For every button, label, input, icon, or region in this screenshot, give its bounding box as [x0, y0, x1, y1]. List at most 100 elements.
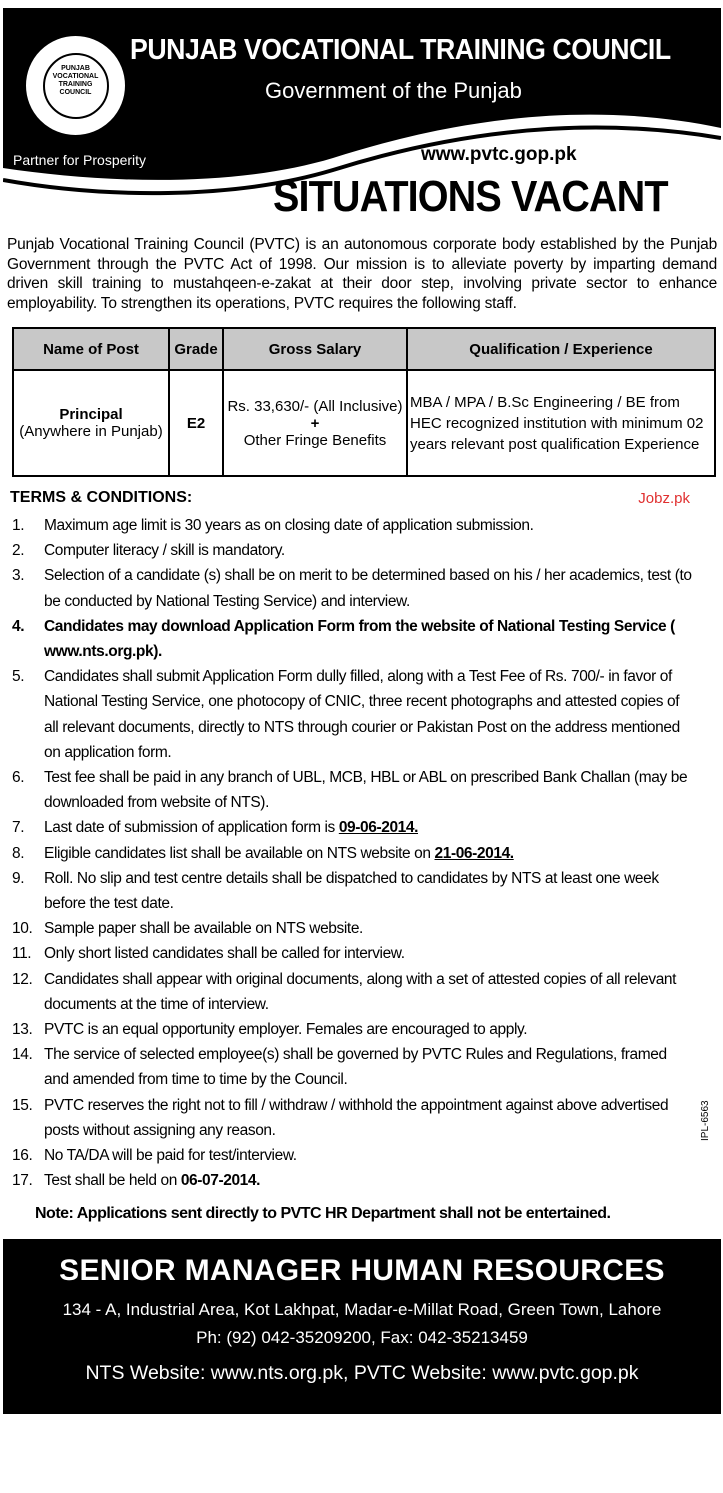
term-number: 12.: [12, 970, 33, 988]
term-item: 11. Only short listed candidates shall be…: [12, 941, 692, 966]
website-link[interactable]: www.pvtc.gop.pk: [421, 144, 577, 165]
term-body: PVTC reserves the right not to fill / wi…: [44, 1096, 669, 1139]
logo-seal: PUNJAB VOCATIONAL TRAINING COUNCIL: [42, 52, 109, 119]
term-body: No TA/DA will be paid for test/interview…: [44, 1147, 297, 1165]
term-text: PVTC reserves the right not to fill / wi…: [44, 1093, 692, 1143]
term-number: 13.: [12, 1021, 33, 1039]
term-body: Computer literacy / skill is mandatory.: [44, 542, 285, 560]
term-text: Candidates shall appear with original do…: [44, 967, 692, 1017]
footer-websites: NTS Website: www.nts.org.pk, PVTC Websit…: [85, 1362, 639, 1385]
salary-cell: Rs. 33,630/- (All Inclusive) + Other Fring…: [222, 369, 408, 477]
term-body: Selection of a candidate (s) shall be on…: [44, 567, 692, 610]
term-text: Computer literacy / skill is mandatory.: [44, 538, 285, 563]
term-text: Test shall be held on 06-07-2014.: [44, 1168, 260, 1193]
qualification-cell: MBA / MPA / B.Sc Engineering / BE from H…: [406, 369, 716, 477]
posts-table: Name of Post Grade Gross Salary Qualific…: [12, 327, 716, 477]
terms-heading: TERMS & CONDITIONS:: [10, 489, 193, 506]
term-body: The service of selected employee(s) shal…: [44, 1046, 667, 1089]
term-text: Only short listed candidates shall be ca…: [44, 941, 405, 966]
term-item: 13. PVTC is an equal opportunity employer…: [12, 1017, 692, 1042]
term-item: 9. Roll. No slip and test centre details …: [12, 866, 692, 916]
intro-paragraph: Punjab Vocational Training Council (PVTC…: [7, 236, 717, 312]
term-number: 11.: [12, 945, 32, 963]
term-body: Candidates shall submit Application Form…: [44, 668, 680, 761]
terms-list: 1. Maximum age limit is 30 years as on cl…: [12, 513, 692, 1193]
term-item: 15. PVTC reserves the right not to fill /…: [12, 1093, 692, 1143]
term-number: 16.: [12, 1147, 33, 1165]
post-location: (Anywhere in Punjab): [19, 423, 163, 440]
benefits: Other Fringe Benefits: [243, 431, 387, 449]
term-body: Test shall be held on: [44, 1172, 181, 1190]
term-number: 14.: [12, 1046, 33, 1064]
term-item: 14. The service of selected employee(s) s…: [12, 1042, 692, 1092]
table-header-row: Name of Post Grade Gross Salary Qualific…: [12, 327, 716, 371]
organization-name: PUNJAB VOCATIONAL TRAINING COUNCIL: [130, 34, 671, 66]
salary: Rs. 33,630/- (All Inclusive): [227, 397, 403, 415]
term-date: 21-06-2014.: [434, 844, 515, 862]
ad-title: SITUATIONS VACANT: [273, 172, 669, 221]
term-text: Maximum age limit is 30 years as on clos…: [44, 513, 534, 538]
term-item: 16. No TA/DA will be paid for test/interv…: [12, 1143, 692, 1168]
term-text: Last date of submission of application f…: [44, 815, 418, 840]
header-banner: PUNJAB VOCATIONAL TRAINING COUNCIL PUNJAB V…: [3, 8, 721, 230]
term-item: 5. Candidates shall submit Application Fo…: [12, 664, 692, 765]
banner-shape: [3, 8, 721, 196]
term-body: Roll. No slip and test centre details sh…: [44, 869, 659, 913]
term-text: Candidates shall submit Application Form…: [44, 664, 692, 765]
footer-title: SENIOR MANAGER HUMAN RESOURCES: [59, 1254, 665, 1288]
term-item: 6. Test fee shall be paid in any branch o…: [12, 765, 692, 815]
term-body: Sample paper shall be available on NTS w…: [44, 920, 363, 938]
term-text: No TA/DA will be paid for test/interview…: [44, 1143, 297, 1168]
term-text: PVTC is an equal opportunity employer. F…: [44, 1017, 528, 1042]
term-item: 8. Eligible candidates list shall be avai…: [12, 841, 692, 866]
term-number: 4.: [12, 617, 25, 635]
term-number: 5.: [12, 668, 25, 686]
term-item: 7. Last date of submission of application…: [12, 815, 692, 840]
term-date: 06-07-2014.: [180, 1172, 261, 1190]
term-body: Eligible candidates list shall be availa…: [44, 844, 435, 862]
term-number: 2.: [12, 542, 25, 560]
term-number: 8.: [12, 844, 25, 862]
watermark: Jobz.pk: [638, 489, 690, 507]
term-text: The service of selected employee(s) shal…: [44, 1042, 692, 1092]
term-number: 10.: [12, 920, 33, 938]
term-text: Roll. No slip and test centre details sh…: [44, 866, 692, 916]
term-item: 17. Test shall be held on 06-07-2014.: [12, 1168, 692, 1193]
term-text: Sample paper shall be available on NTS w…: [44, 916, 363, 941]
note: Note: Applications sent directly to PVTC…: [35, 1205, 611, 1223]
tagline: Partner for Prosperity: [13, 152, 147, 168]
term-item: 12. Candidates shall appear with original…: [12, 967, 692, 1017]
term-number: 1.: [12, 517, 25, 534]
term-text: Eligible candidates list shall be availa…: [44, 841, 514, 866]
pvtc-logo: PUNJAB VOCATIONAL TRAINING COUNCIL: [23, 33, 128, 138]
footer-address: 134 - A, Industrial Area, Kot Lakhpat, M…: [62, 1300, 662, 1320]
term-body: PVTC is an equal opportunity employer. F…: [44, 1021, 528, 1039]
table-row: Principal (Anywhere in Punjab) E2 Rs. 33,…: [12, 369, 716, 477]
main-content: Punjab Vocational Training Council (PVTC…: [0, 230, 723, 1415]
term-item: 10. Sample paper shall be available on NT…: [12, 916, 692, 941]
post-name: Principal: [59, 406, 123, 423]
term-number: 3.: [12, 567, 25, 585]
plus: +: [310, 414, 320, 432]
terms-heading-row: TERMS & CONDITIONS: Jobz.pk: [10, 489, 690, 507]
term-body: Test fee shall be paid in any branch of …: [44, 769, 688, 812]
term-number: 6.: [12, 769, 25, 787]
col-header: Gross Salary: [222, 327, 408, 371]
term-body: Last date of submission of application f…: [44, 819, 339, 837]
term-item: 3. Selection of a candidate (s) shall be …: [12, 563, 692, 613]
post-cell: Principal (Anywhere in Punjab): [12, 369, 170, 477]
grade-cell: E2: [168, 369, 224, 477]
term-number: 7.: [12, 819, 25, 837]
term-text: Test fee shall be paid in any branch of …: [44, 765, 692, 815]
term-text: Selection of a candidate (s) shall be on…: [44, 563, 692, 613]
col-header: Name of Post: [12, 327, 170, 371]
col-header: Qualification / Experience: [406, 327, 716, 371]
grade: E2: [186, 414, 206, 432]
government-name: Government of the Punjab: [265, 78, 522, 103]
term-number: 15.: [12, 1096, 33, 1114]
footer-phone: Ph: (92) 042-35209200, Fax: 042-35213459: [196, 1328, 528, 1348]
term-body: Maximum age limit is 30 years as on clos…: [44, 517, 534, 534]
term-body: Only short listed candidates shall be ca…: [44, 945, 405, 963]
term-item: 1. Maximum age limit is 30 years as on cl…: [12, 513, 692, 538]
footer: SENIOR MANAGER HUMAN RESOURCES 134 - A, …: [3, 1239, 721, 1415]
